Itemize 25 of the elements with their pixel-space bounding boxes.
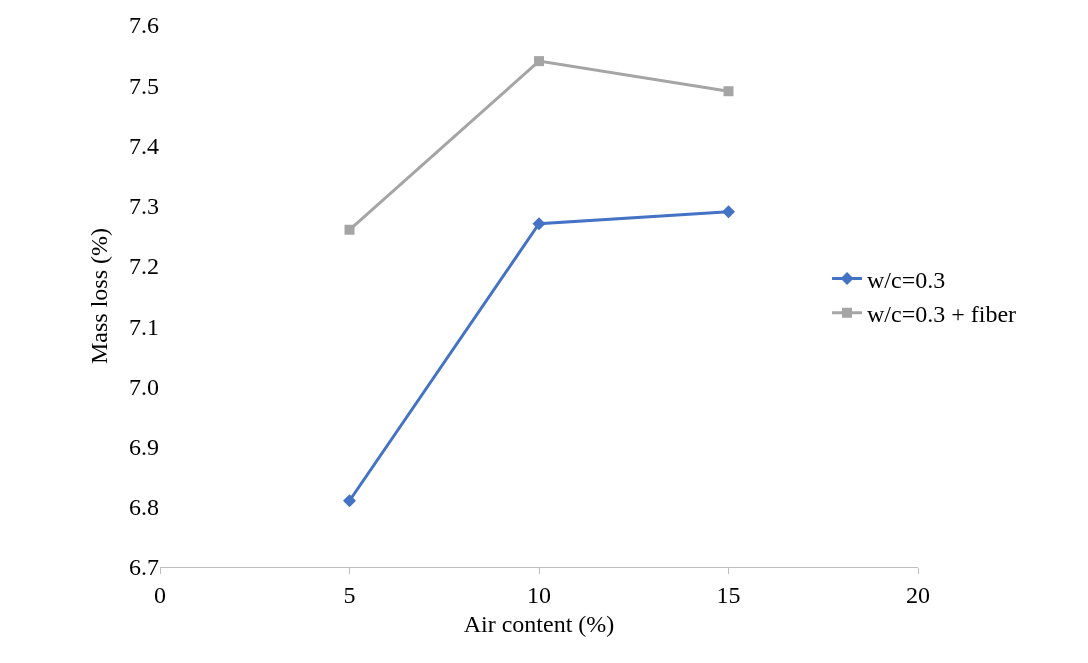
point [534, 56, 544, 67]
point [343, 494, 356, 508]
point [722, 205, 735, 219]
point [344, 224, 355, 235]
y-tick-label: 6.7 [129, 554, 159, 581]
legend-label: w/c=0.3 [867, 266, 946, 293]
y-tick-label: 7.2 [129, 253, 159, 280]
y-tick-label: 7.0 [129, 373, 159, 400]
y-tick-label: 6.9 [129, 433, 159, 460]
y-tick-label: 7.4 [129, 132, 159, 159]
x-tick-label: 10 [527, 581, 551, 608]
y-tick-label: 7.3 [129, 193, 159, 220]
x-tick-label: 0 [154, 581, 166, 608]
y-axis-title: Mass loss (%) [86, 228, 113, 364]
y-tick-label: 7.6 [129, 12, 159, 39]
legend-label: w/c=0.3 + fiber [867, 301, 1017, 328]
x-axis-title: Air content (%) [463, 611, 615, 638]
x-tick-label: 5 [343, 581, 356, 608]
x-tick-label: 20 [906, 581, 930, 608]
point [723, 86, 734, 97]
point [532, 217, 546, 231]
y-tick-label: 7.5 [129, 72, 159, 99]
y-tick-label: 6.8 [129, 494, 159, 521]
y-tick-label: 7.1 [129, 313, 159, 340]
x-tick-label: 15 [716, 581, 741, 608]
